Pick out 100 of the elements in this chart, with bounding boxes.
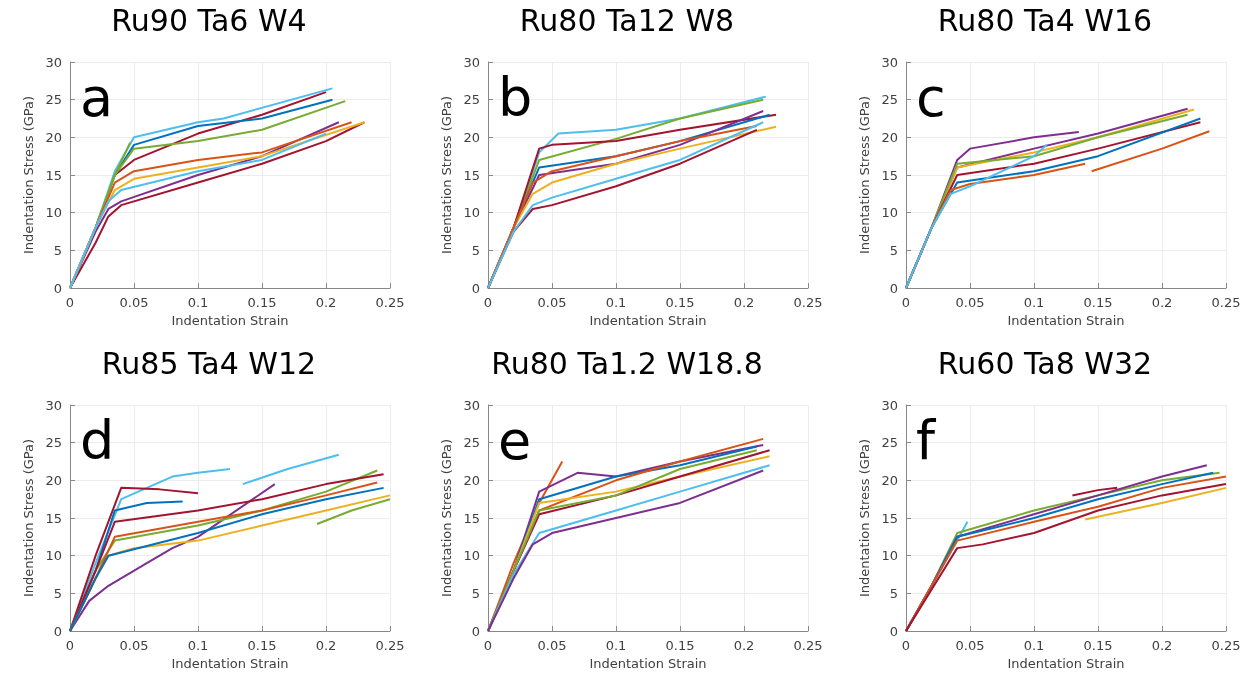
x-tick-label: 0.2 [1151,637,1173,653]
x-tick-label: 0.05 [119,637,149,653]
chart-title: Ru80 Ta4 W16 [937,2,1153,38]
y-tick-label: 0 [471,623,480,638]
y-tick-label: 20 [881,129,898,145]
x-tick-label: 0.2 [733,295,755,310]
y-tick-label: 25 [881,434,898,450]
x-axis-title: Indentation Strain [1007,655,1125,671]
x-tick-label: 0.2 [1151,295,1173,310]
y-tick-label: 30 [463,397,480,412]
annotation: d [80,408,115,471]
x-tick-label: 0.1 [187,295,209,310]
x-tick-label: 0.2 [733,637,755,653]
y-tick-label: 20 [45,129,62,145]
x-axis-title: Indentation Strain [1007,313,1125,328]
y-tick-label: 5 [471,242,480,258]
y-tick-label: 0 [889,280,898,296]
y-tick-label: 0 [53,280,62,296]
chart-title: Ru85 Ta4 W12 [101,345,317,380]
x-tick-label: 0.25 [375,637,405,653]
y-tick-label: 5 [889,242,898,258]
x-tick-label: 0.15 [1083,295,1113,310]
y-tick-label: 10 [45,547,62,563]
y-tick-label: 15 [45,510,62,525]
y-tick-label: 15 [463,510,480,525]
y-tick-label: 25 [463,92,480,108]
chart-title: Ru80 Ta1.2 W18.8 [491,345,763,380]
x-tick-label: 0.15 [665,637,695,653]
x-tick-label: 0 [901,637,911,653]
y-tick-label: 5 [53,585,62,601]
y-tick-label: 25 [45,434,62,450]
x-tick-label: 0.15 [665,295,695,310]
y-axis-title: Indentation Stress (GPa) [438,438,454,597]
y-tick-label: 30 [45,397,62,412]
y-tick-label: 25 [45,92,62,108]
chart-title: Ru80 Ta12 W8 [519,2,735,38]
x-tick-label: 0.05 [955,637,985,653]
x-tick-label: 0.15 [1083,637,1113,653]
y-tick-label: 20 [45,472,62,488]
annotation: b [498,65,533,129]
x-axis-title: Indentation Strain [171,313,289,328]
x-tick-label: 0.05 [537,637,567,653]
y-tick-label: 10 [463,205,480,221]
x-axis-title: Indentation Strain [589,655,707,671]
x-tick-label: 0.25 [793,637,823,653]
y-tick-label: 30 [881,397,898,412]
x-tick-label: 0.25 [793,295,823,310]
x-tick-label: 0 [901,295,911,310]
y-axis-title: Indentation Stress (GPa) [438,95,454,255]
x-tick-label: 0 [65,295,75,310]
annotation: f [916,408,937,471]
y-axis-title: Indentation Stress (GPa) [856,95,872,255]
x-tick-label: 0.1 [605,637,627,653]
y-tick-label: 15 [45,167,62,183]
x-tick-label: 0 [483,637,493,653]
y-tick-label: 25 [463,434,480,450]
y-tick-label: 20 [463,472,480,488]
annotation: e [498,408,532,471]
y-tick-label: 10 [881,547,898,563]
y-tick-label: 30 [881,54,898,70]
chart-title: Ru60 Ta8 W32 [937,345,1153,380]
y-tick-label: 20 [463,129,480,145]
x-tick-label: 0.15 [247,295,277,310]
y-tick-label: 30 [45,54,62,70]
x-tick-label: 0.2 [315,295,337,310]
x-tick-label: 0.05 [537,295,567,310]
x-axis-title: Indentation Strain [171,655,289,671]
y-tick-label: 30 [463,54,480,70]
y-tick-label: 5 [53,242,62,258]
y-tick-label: 10 [45,205,62,221]
x-tick-label: 0.15 [247,637,277,653]
y-tick-label: 0 [889,623,898,638]
y-axis-title: Indentation Stress (GPa) [20,438,36,597]
x-tick-label: 0.05 [119,295,149,310]
y-tick-label: 15 [463,167,480,183]
y-tick-label: 0 [53,623,62,638]
x-tick-label: 0 [65,637,75,653]
y-tick-label: 10 [881,205,898,221]
x-tick-label: 0.25 [1211,637,1241,653]
y-tick-label: 25 [881,92,898,108]
y-tick-label: 5 [471,585,480,601]
chart-title: Ru90 Ta6 W4 [111,2,307,38]
x-tick-label: 0.1 [1023,637,1045,653]
x-tick-label: 0 [483,295,493,310]
y-tick-label: 15 [881,167,898,183]
y-axis-title: Indentation Stress (GPa) [20,95,36,255]
x-tick-label: 0.1 [605,295,627,310]
y-tick-label: 0 [471,280,480,296]
x-tick-label: 0.05 [955,295,985,310]
x-axis-title: Indentation Strain [589,313,707,328]
x-tick-label: 0.25 [375,295,405,310]
y-tick-label: 20 [881,472,898,488]
x-tick-label: 0.1 [187,637,209,653]
x-tick-label: 0.25 [1211,295,1241,310]
y-tick-label: 5 [889,585,898,601]
y-tick-label: 10 [463,547,480,563]
annotation: a [80,65,114,129]
annotation: c [916,65,946,129]
y-axis-title: Indentation Stress (GPa) [856,438,872,597]
x-tick-label: 0.1 [1023,295,1045,310]
